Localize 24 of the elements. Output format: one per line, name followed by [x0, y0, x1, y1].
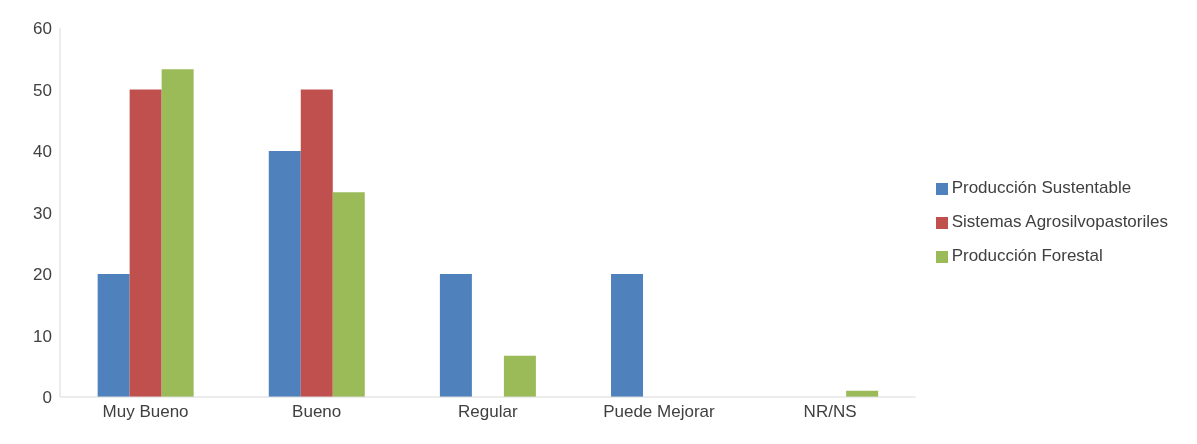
y-tick-label: 30 — [33, 203, 52, 223]
bar — [129, 89, 162, 397]
legend-label: Producción Sustentable — [951, 178, 1132, 197]
x-tick-label: Muy Bueno — [102, 402, 189, 422]
bar — [161, 69, 194, 397]
x-tick-label: NR/NS — [803, 402, 857, 422]
y-tick-label: 20 — [33, 265, 52, 285]
y-tick-label: 10 — [33, 326, 52, 346]
y-tick-label: 40 — [33, 142, 52, 162]
bar — [439, 274, 472, 397]
y-tick-label: 0 — [42, 388, 52, 408]
bar — [300, 89, 333, 397]
bar — [503, 355, 536, 397]
bar — [611, 274, 644, 397]
x-tick-label: Puede Mejorar — [603, 402, 716, 422]
y-tick-label: 60 — [33, 19, 52, 39]
bar — [97, 274, 130, 397]
legend-label: Producción Forestal — [951, 246, 1103, 265]
bar — [268, 151, 301, 397]
legend-label: Sistemas Agrosilvopastoriles — [951, 212, 1168, 231]
bar — [332, 192, 365, 397]
x-tick-label: Bueno — [292, 402, 342, 422]
y-tick-label: 50 — [33, 80, 52, 100]
x-tick-label: Regular — [458, 402, 518, 422]
